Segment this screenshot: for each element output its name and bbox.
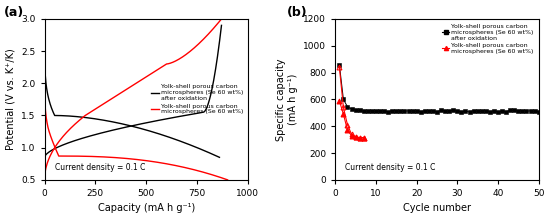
Y-axis label: Potential (V vs. K⁺/K): Potential (V vs. K⁺/K) [6, 49, 15, 150]
Legend: Yolk-shell porous carbon
microspheres (Se 60 wt%)
after oxidation, Yolk-shell po: Yolk-shell porous carbon microspheres (S… [440, 22, 536, 56]
Text: Current density = 0.1 C: Current density = 0.1 C [345, 163, 436, 172]
X-axis label: Cycle number: Cycle number [403, 203, 471, 214]
Text: (a): (a) [4, 6, 24, 19]
X-axis label: Capacity (mA h g⁻¹): Capacity (mA h g⁻¹) [97, 203, 195, 214]
Text: Current density = 0.1 C: Current density = 0.1 C [54, 163, 145, 172]
Legend: Yolk-shell porous carbon
microspheres (Se 60 wt%)
after oxidation, Yolk-shell po: Yolk-shell porous carbon microspheres (S… [149, 83, 245, 116]
Y-axis label: Specific capacity
(mA h g⁻¹): Specific capacity (mA h g⁻¹) [276, 58, 298, 141]
Text: (b): (b) [287, 6, 307, 19]
